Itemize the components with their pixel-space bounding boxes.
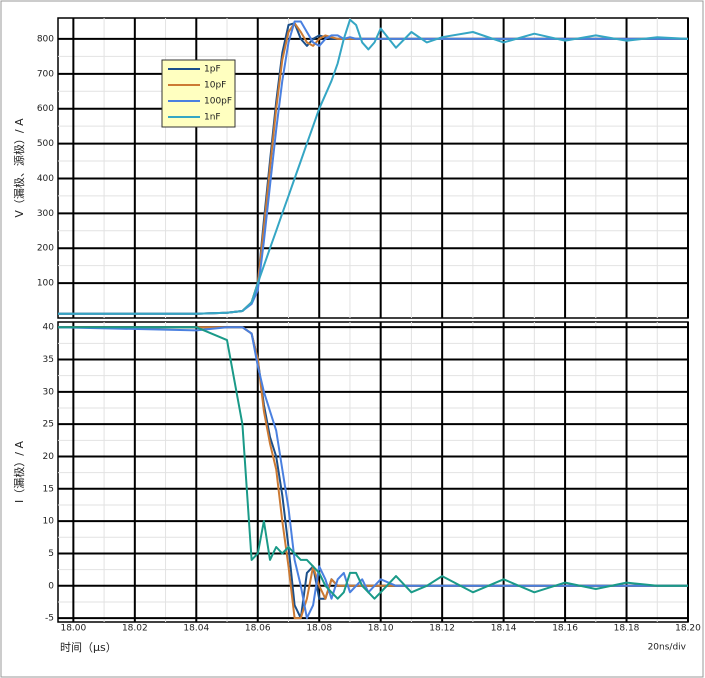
plot-area	[57, 321, 689, 623]
series-line	[58, 326, 688, 600]
y-tick-label: 10	[43, 517, 55, 527]
x-tick-label: 18.10	[368, 624, 394, 634]
plot-area	[57, 17, 689, 319]
legend-label: 10pF	[204, 81, 226, 91]
y-tick-label: 500	[37, 139, 54, 149]
x-tick-label: 18.00	[60, 624, 86, 634]
x-axis-label: 时间（μs）	[60, 641, 117, 654]
y-tick-label: 5	[48, 549, 54, 559]
note: 20ns/div	[648, 643, 687, 653]
y-tick-label: -5	[45, 614, 54, 624]
legend-label: 100pF	[204, 97, 232, 107]
y-tick-label: 40	[43, 323, 55, 333]
series-line	[58, 18, 689, 315]
legend-label: 1pF	[204, 65, 221, 75]
series-line	[57, 326, 688, 620]
x-tick-label: 18.04	[183, 624, 209, 634]
y-tick-label: 35	[43, 355, 54, 365]
x-tick-label: 18.06	[245, 624, 271, 634]
y-tick-label: 15	[43, 484, 54, 494]
x-tick-label: 18.08	[306, 624, 332, 634]
y-tick-label: 0	[48, 581, 54, 591]
y-tick-label: 200	[37, 244, 54, 254]
x-tick-label: 18.02	[122, 624, 148, 634]
x-tick-label: 18.16	[552, 624, 578, 634]
y-axis-label: V（漏极、源极）/ A	[12, 118, 26, 218]
y-tick-label: 30	[43, 387, 55, 397]
y-tick-label: 25	[43, 420, 54, 430]
y-tick-label: 300	[37, 209, 54, 219]
y-tick-label: 800	[37, 34, 54, 44]
y-tick-label: 700	[37, 69, 54, 79]
x-tick-label: 18.14	[491, 624, 517, 634]
x-tick-label: 18.12	[429, 624, 455, 634]
legend: 1pF 10pF 100pF 1nF	[161, 59, 236, 128]
x-tick-label: 18.18	[614, 624, 640, 634]
y-tick-label: 100	[37, 279, 54, 289]
y-tick-label: 400	[37, 174, 54, 184]
x-tick-label: 18.20	[675, 624, 701, 634]
legend-label: 1nF	[204, 113, 221, 123]
legend-box	[161, 59, 236, 128]
y-axis-label: I（漏极）/ A	[12, 441, 26, 503]
y-tick-label: 20	[43, 452, 55, 462]
y-tick-label: 600	[37, 104, 54, 114]
series-line	[58, 20, 688, 315]
